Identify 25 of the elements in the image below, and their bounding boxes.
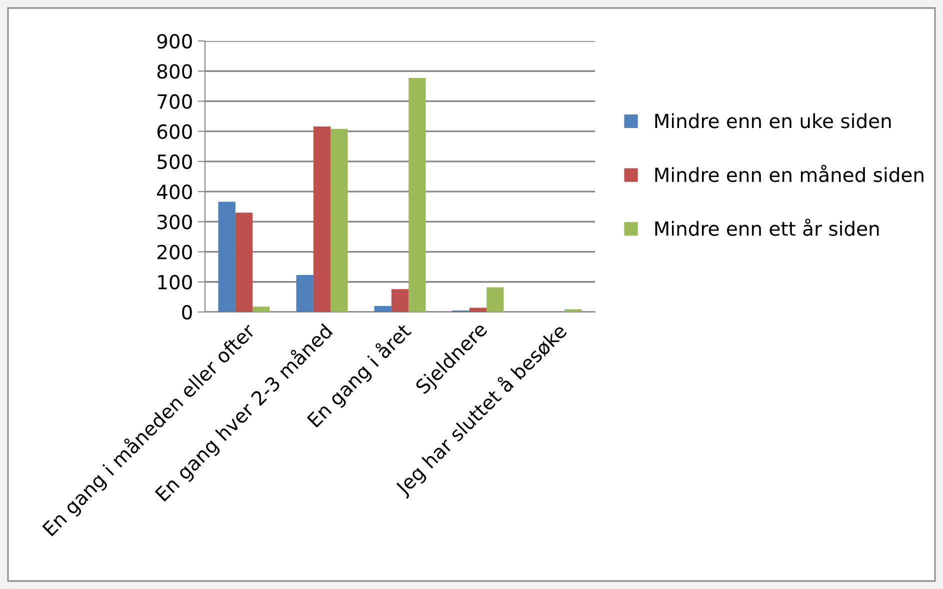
y-tick-label: 200: [158, 244, 192, 260]
y-tick-label: 400: [157, 184, 192, 200]
y-tick-label: 0: [182, 304, 192, 320]
y-tick-label: 100: [158, 274, 192, 290]
y-tick-label: 500: [158, 154, 192, 170]
bar: [374, 306, 392, 312]
y-tick-label: 800: [157, 64, 192, 79]
bar: [296, 274, 314, 312]
bar: [486, 287, 504, 312]
legend-label: Mindre enn en uke siden: [655, 113, 891, 128]
bar: [313, 126, 331, 312]
y-tick-label: 600: [157, 124, 192, 139]
bar: [469, 308, 487, 312]
bar: [235, 212, 253, 312]
bar: [564, 309, 582, 312]
y-tick-label: 300: [158, 214, 192, 230]
bar: [408, 78, 426, 312]
bar: [330, 128, 348, 312]
legend-label: Mindre enn ett år siden: [655, 218, 879, 236]
legend-label: Mindre enn en måned siden: [655, 164, 924, 182]
bar: [252, 306, 270, 312]
bar: [391, 289, 409, 312]
bar: [218, 202, 236, 312]
y-tick-label: 900: [157, 34, 192, 49]
y-tick-label: 700: [158, 94, 192, 109]
